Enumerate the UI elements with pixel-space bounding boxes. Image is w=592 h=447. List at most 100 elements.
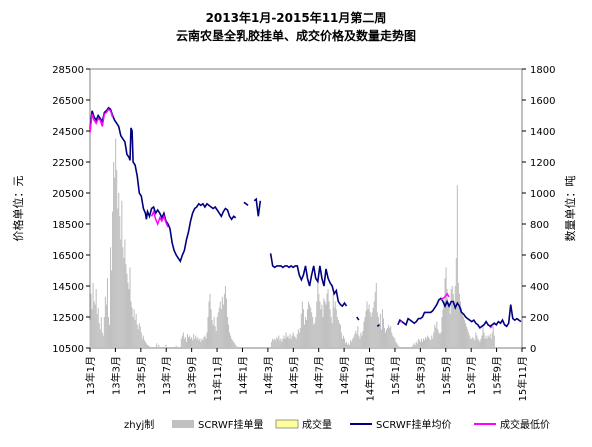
volume-bar xyxy=(105,304,107,348)
volume-bar xyxy=(380,329,382,348)
volume-bar xyxy=(232,340,234,348)
volume-bar xyxy=(441,317,443,348)
volume-bar xyxy=(108,324,111,348)
y-left-tick-label: 26500 xyxy=(52,96,84,107)
volume-bar xyxy=(276,337,278,348)
volume-bar xyxy=(393,337,395,348)
volume-bar xyxy=(200,341,202,348)
volume-bar xyxy=(373,301,375,348)
volume-bar xyxy=(107,317,110,348)
volume-bar xyxy=(431,335,433,348)
volume-bar xyxy=(366,301,368,348)
price-line xyxy=(376,324,380,327)
volume-bar xyxy=(375,282,377,348)
line-series xyxy=(89,108,493,329)
volume-bar xyxy=(454,286,456,348)
y-right-tick-label: 400 xyxy=(530,282,549,293)
volume-bar xyxy=(473,338,475,348)
volume-bar xyxy=(474,340,476,348)
volume-bar xyxy=(450,289,452,348)
volume-bar xyxy=(186,334,189,348)
volume-bar xyxy=(484,338,486,348)
volume-bar xyxy=(324,301,326,348)
volume-bar xyxy=(219,301,221,348)
volume-bar xyxy=(476,335,478,348)
volume-bar xyxy=(374,292,376,348)
x-tick-label: 14年9月 xyxy=(338,356,351,395)
volume-bar xyxy=(481,335,483,348)
volume-bar xyxy=(278,335,280,348)
volume-bar xyxy=(420,338,422,348)
volume-bar xyxy=(128,289,130,348)
volume-bar xyxy=(319,301,321,348)
volume-bar xyxy=(377,317,379,348)
volume-bar xyxy=(279,340,281,348)
legend-label: SCRWF挂单均价 xyxy=(376,418,452,431)
volume-bar xyxy=(185,341,187,348)
volume-bar xyxy=(423,340,426,348)
chart-subtitle: 云南农垦全乳胶挂单、成交价格及数量走势图 xyxy=(176,28,416,43)
volume-bar xyxy=(351,341,353,348)
volume-bar xyxy=(387,327,389,348)
volume-bar xyxy=(272,338,274,348)
volume-bar xyxy=(109,247,112,348)
volume-bar xyxy=(435,327,437,348)
volume-bar xyxy=(352,338,354,348)
volume-bar xyxy=(444,278,446,348)
volume-bar xyxy=(97,307,99,348)
x-tick-label: 15年9月 xyxy=(491,356,504,395)
volume-bar xyxy=(357,326,359,348)
volume-bar xyxy=(429,338,431,348)
volume-bar xyxy=(335,309,337,348)
volume-bar xyxy=(337,320,339,348)
volume-bar xyxy=(165,344,167,348)
volume-bar xyxy=(230,335,232,348)
volume-bar xyxy=(462,317,465,348)
volume-bar xyxy=(180,338,182,348)
x-tick-label: 14年7月 xyxy=(313,356,326,395)
volume-bar xyxy=(182,332,184,348)
volume-bar xyxy=(325,304,327,348)
volume-bar xyxy=(236,346,238,348)
volume-bar xyxy=(372,307,374,348)
volume-bar xyxy=(90,293,92,348)
volume-bar xyxy=(434,324,436,348)
volume-bar xyxy=(422,338,425,348)
volume-bar xyxy=(221,296,223,348)
volume-bar xyxy=(216,317,218,348)
y-right-tick-label: 800 xyxy=(530,220,549,231)
volume-bar xyxy=(288,338,290,348)
volume-bar xyxy=(98,323,100,348)
volume-bar xyxy=(350,340,352,348)
volume-bar xyxy=(486,338,488,348)
legend-item: SCRWF挂单均价 xyxy=(350,418,452,431)
volume-bar xyxy=(138,323,140,348)
volume-bar xyxy=(378,323,380,348)
volume-bar xyxy=(222,304,224,348)
volume-bar xyxy=(371,312,373,348)
volume-bar xyxy=(99,329,101,348)
volume-bar xyxy=(206,332,208,348)
y-left-tick-label: 28500 xyxy=(52,65,84,76)
volume-bar xyxy=(204,335,206,348)
volume-bar xyxy=(482,324,484,348)
volume-bar xyxy=(192,340,194,348)
volume-bar xyxy=(226,317,229,348)
volume-bar xyxy=(446,289,448,348)
volume-bar xyxy=(131,307,133,348)
volume-bar xyxy=(113,162,115,348)
volume-bar xyxy=(188,335,191,348)
x-tick-label: 15年5月 xyxy=(440,356,453,395)
x-tick-label: 13年5月 xyxy=(135,356,148,395)
volume-bar xyxy=(233,341,235,348)
price-line xyxy=(89,106,237,263)
volume-bar xyxy=(451,286,453,348)
volume-bar xyxy=(205,338,207,348)
volume-bar xyxy=(271,341,273,348)
volume-bar xyxy=(471,338,473,348)
chart-credit: zhyj制 xyxy=(124,418,154,431)
legend-label: SCRWF挂单量 xyxy=(198,418,264,431)
volume-bar xyxy=(194,338,196,348)
volume-bar xyxy=(145,343,147,348)
volume-bar xyxy=(291,335,293,348)
